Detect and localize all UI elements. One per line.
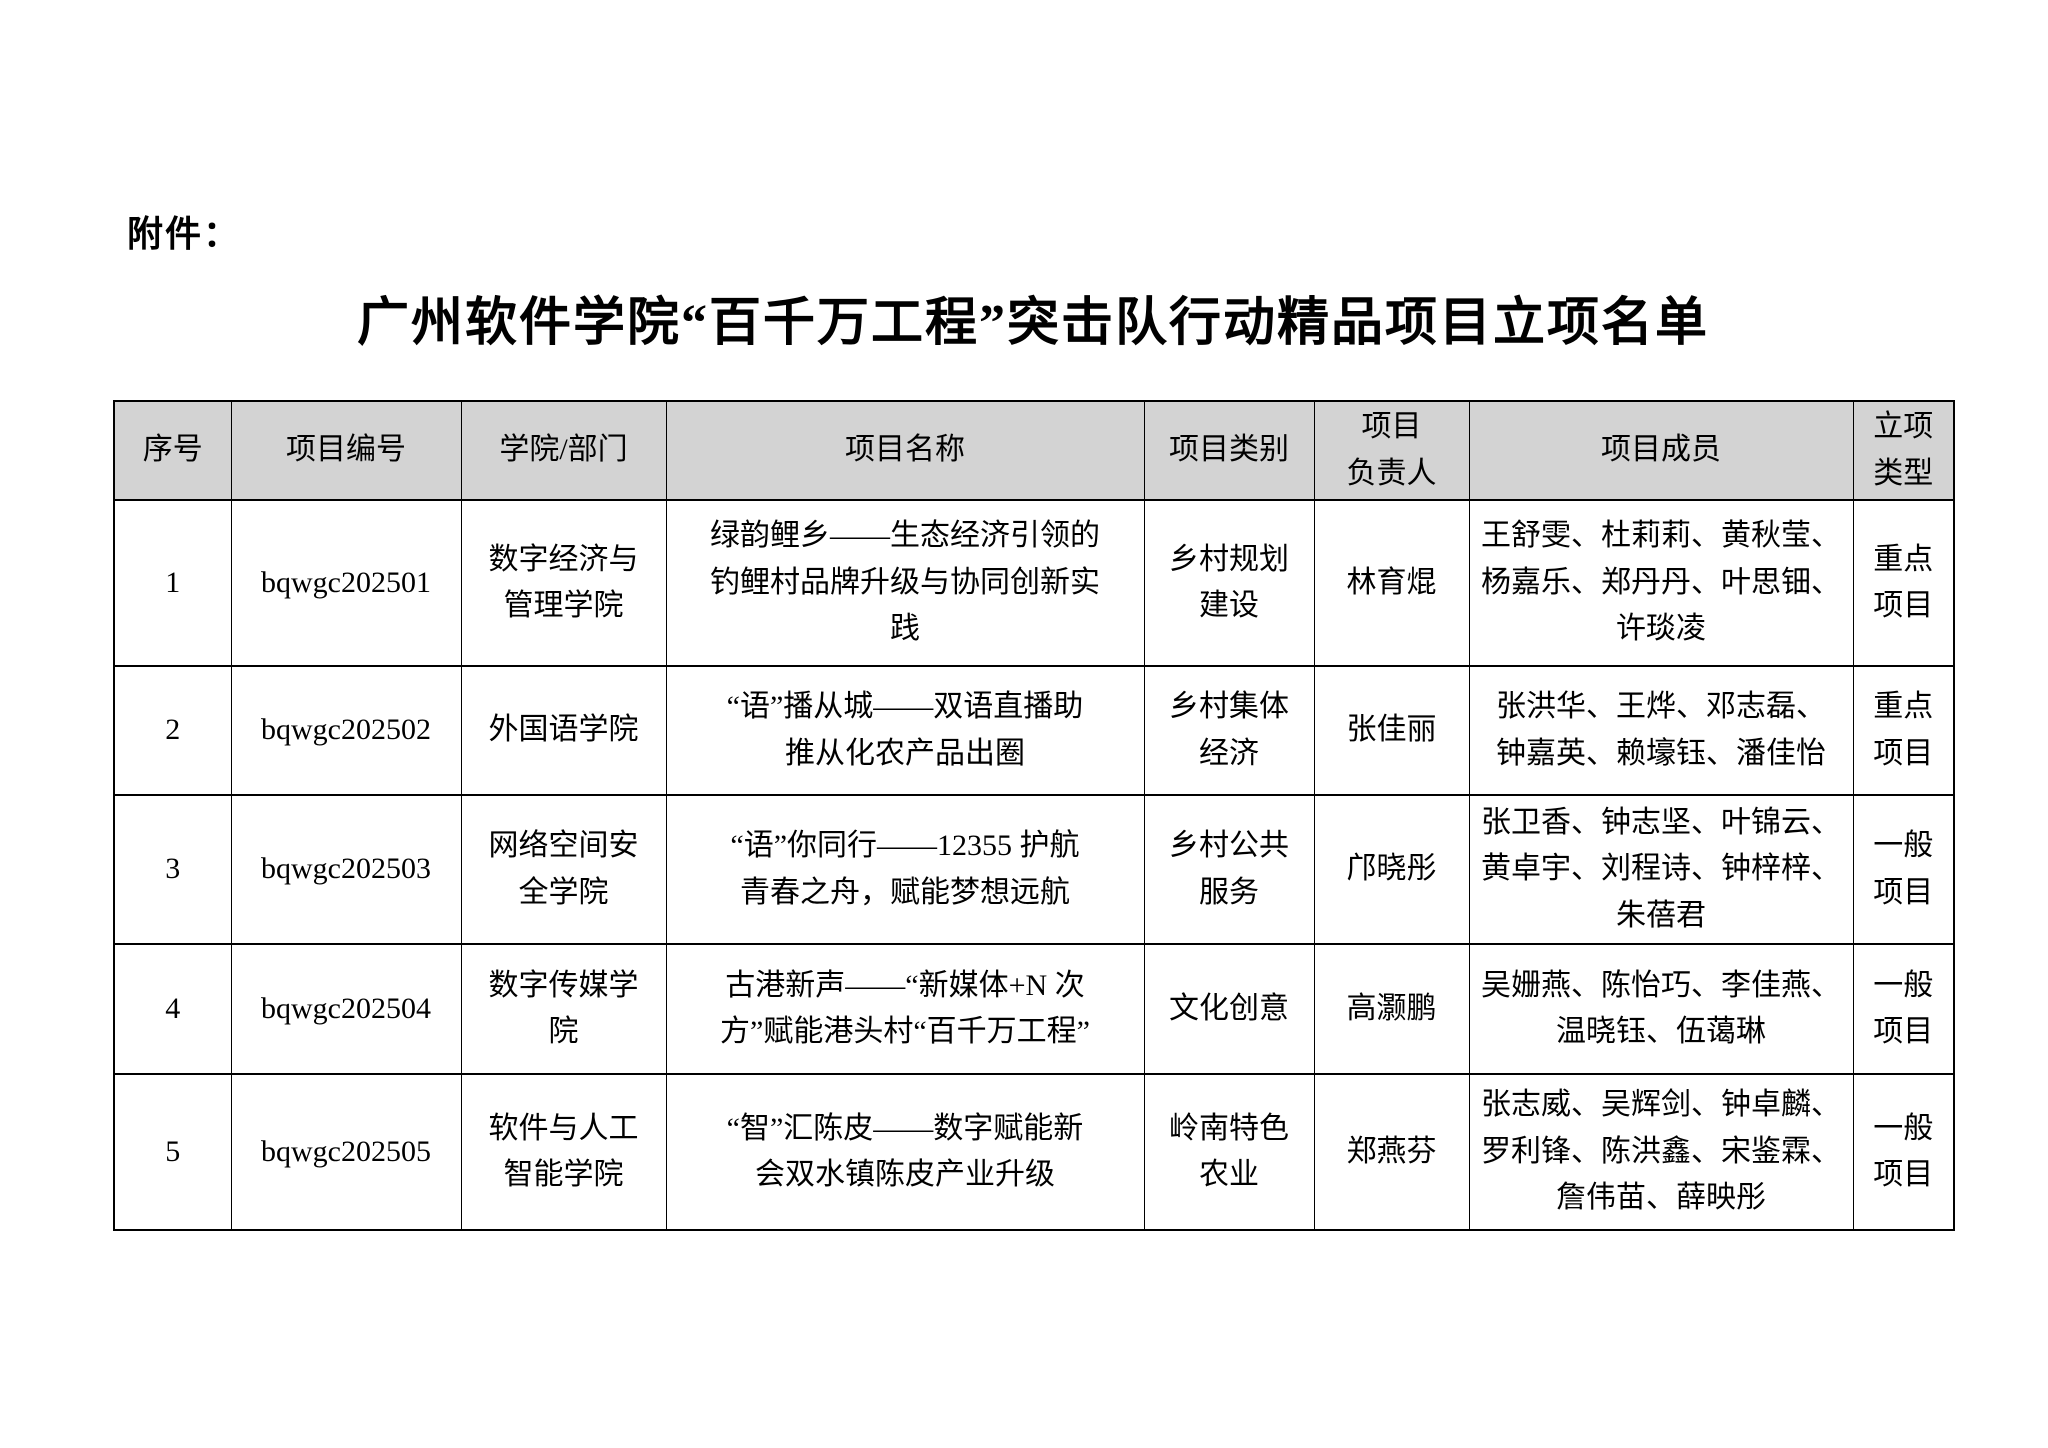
cell-project-name: 古港新声——“新媒体+N 次 方”赋能港头村“百千万工程”: [665, 943, 1145, 1075]
cell-serial-number: 4: [113, 943, 232, 1075]
cell-project-leader: 林育焜: [1313, 499, 1470, 667]
cell-project-name: “语”你同行——12355 护航 青春之舟，赋能梦想远航: [665, 794, 1145, 945]
header-project-leader: 项目 负责人: [1313, 400, 1470, 501]
cell-college-department: 软件与人工 智能学院: [460, 1073, 667, 1231]
cell-project-leader: 张佳丽: [1313, 665, 1470, 796]
header-college-department: 学院/部门: [460, 400, 667, 501]
cell-project-code: bqwgc202503: [230, 794, 462, 945]
table-row: 4 bqwgc202504 数字传媒学 院 古港新声——“新媒体+N 次 方”赋…: [113, 943, 1955, 1075]
cell-project-members: 张洪华、王烨、邓志磊、 钟嘉英、赖壕钰、潘佳怡: [1468, 665, 1854, 796]
cell-project-code: bqwgc202504: [230, 943, 462, 1075]
cell-serial-number: 1: [113, 499, 232, 667]
cell-approval-type: 一般 项目: [1852, 794, 1955, 945]
attachment-label: 附件：: [127, 213, 242, 254]
cell-project-code: bqwgc202501: [230, 499, 462, 667]
cell-college-department: 数字传媒学 院: [460, 943, 667, 1075]
cell-project-leader: 郑燕芬: [1313, 1073, 1470, 1231]
header-project-code: 项目编号: [230, 400, 462, 501]
table-row: 3 bqwgc202503 网络空间安 全学院 “语”你同行——12355 护航…: [113, 794, 1955, 945]
cell-project-category: 乡村规划 建设: [1143, 499, 1315, 667]
cell-project-name: “语”播从城——双语直播助 推从化农产品出圈: [665, 665, 1145, 796]
cell-project-category: 岭南特色 农业: [1143, 1073, 1315, 1231]
cell-project-code: bqwgc202505: [230, 1073, 462, 1231]
cell-approval-type: 一般 项目: [1852, 943, 1955, 1075]
cell-project-code: bqwgc202502: [230, 665, 462, 796]
table-row: 1 bqwgc202501 数字经济与 管理学院 绿韵鲤乡——生态经济引领的 钓…: [113, 499, 1955, 667]
header-serial-number: 序号: [113, 400, 232, 501]
cell-project-category: 文化创意: [1143, 943, 1315, 1075]
project-approval-table: 序号 项目编号 学院/部门 项目名称 项目类别 项目 负责人 项目成员 立项 类…: [113, 400, 1955, 1231]
cell-project-leader: 高灏鹏: [1313, 943, 1470, 1075]
cell-project-name: 绿韵鲤乡——生态经济引领的 钓鲤村品牌升级与协同创新实 践: [665, 499, 1145, 667]
cell-college-department: 外国语学院: [460, 665, 667, 796]
cell-approval-type: 重点 项目: [1852, 665, 1955, 796]
cell-college-department: 数字经济与 管理学院: [460, 499, 667, 667]
header-project-category: 项目类别: [1143, 400, 1315, 501]
cell-project-members: 张志威、吴辉剑、钟卓麟、 罗利锋、陈洪鑫、宋鉴霖、 詹伟苗、薛映彤: [1468, 1073, 1854, 1231]
cell-project-members: 吴姗燕、陈怡巧、李佳燕、 温晓钰、伍蔼琳: [1468, 943, 1854, 1075]
header-project-name: 项目名称: [665, 400, 1145, 501]
header-project-members: 项目成员: [1468, 400, 1854, 501]
table-header-row: 序号 项目编号 学院/部门 项目名称 项目类别 项目 负责人 项目成员 立项 类…: [113, 400, 1955, 501]
cell-project-leader: 邝晓彤: [1313, 794, 1470, 945]
header-approval-type: 立项 类型: [1852, 400, 1955, 501]
cell-college-department: 网络空间安 全学院: [460, 794, 667, 945]
cell-serial-number: 5: [113, 1073, 232, 1231]
cell-project-category: 乡村公共 服务: [1143, 794, 1315, 945]
page-title: 广州软件学院“百千万工程”突击队行动精品项目立项名单: [356, 295, 1709, 352]
cell-project-category: 乡村集体 经济: [1143, 665, 1315, 796]
table-row: 2 bqwgc202502 外国语学院 “语”播从城——双语直播助 推从化农产品…: [113, 665, 1955, 796]
cell-serial-number: 3: [113, 794, 232, 945]
cell-project-members: 张卫香、钟志坚、叶锦云、 黄卓宇、刘程诗、钟梓梓、 朱蓓君: [1468, 794, 1854, 945]
cell-approval-type: 重点 项目: [1852, 499, 1955, 667]
cell-serial-number: 2: [113, 665, 232, 796]
cell-project-name: “智”汇陈皮——数字赋能新 会双水镇陈皮产业升级: [665, 1073, 1145, 1231]
cell-project-members: 王舒雯、杜莉莉、黄秋莹、 杨嘉乐、郑丹丹、叶思钿、 许琰凌: [1468, 499, 1854, 667]
cell-approval-type: 一般 项目: [1852, 1073, 1955, 1231]
table-row: 5 bqwgc202505 软件与人工 智能学院 “智”汇陈皮——数字赋能新 会…: [113, 1073, 1955, 1231]
